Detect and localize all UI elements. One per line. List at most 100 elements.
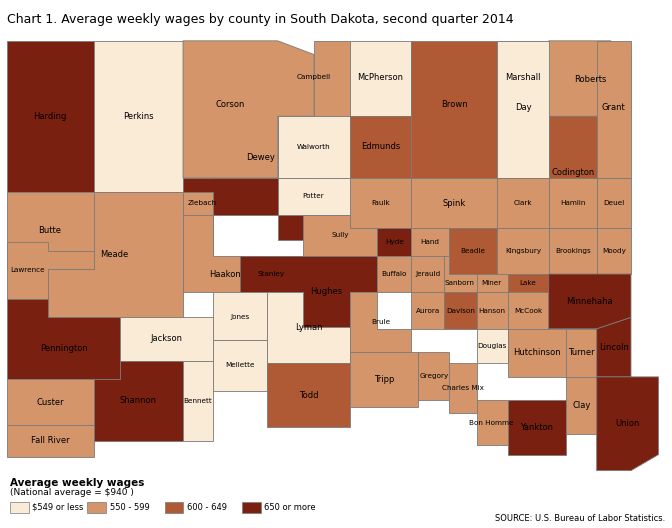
Text: Hand: Hand bbox=[421, 239, 439, 245]
Polygon shape bbox=[94, 361, 183, 441]
Text: Gregory: Gregory bbox=[419, 373, 449, 379]
Text: Lake: Lake bbox=[519, 280, 536, 286]
Text: 550 - 599: 550 - 599 bbox=[110, 503, 149, 512]
Polygon shape bbox=[183, 41, 314, 178]
Text: Lyman: Lyman bbox=[295, 323, 323, 332]
Polygon shape bbox=[94, 41, 183, 192]
Text: Codington: Codington bbox=[551, 167, 594, 176]
Text: Perkins: Perkins bbox=[123, 112, 154, 121]
Text: Shannon: Shannon bbox=[120, 396, 157, 405]
Polygon shape bbox=[7, 242, 94, 299]
Polygon shape bbox=[183, 116, 314, 256]
Polygon shape bbox=[449, 228, 497, 274]
Polygon shape bbox=[212, 341, 267, 391]
Text: Spink: Spink bbox=[442, 199, 466, 208]
Polygon shape bbox=[476, 293, 507, 329]
Text: Brookings: Brookings bbox=[555, 248, 591, 254]
Polygon shape bbox=[7, 41, 94, 192]
Polygon shape bbox=[303, 214, 377, 256]
Text: Lincoln: Lincoln bbox=[599, 343, 629, 352]
Polygon shape bbox=[548, 178, 597, 228]
Text: 650 or more: 650 or more bbox=[264, 503, 316, 512]
Text: Haakon: Haakon bbox=[209, 269, 241, 278]
Text: Jerauld: Jerauld bbox=[415, 271, 441, 277]
Polygon shape bbox=[267, 293, 349, 363]
Polygon shape bbox=[597, 41, 631, 178]
Text: Walworth: Walworth bbox=[296, 144, 330, 150]
Text: Kingsbury: Kingsbury bbox=[505, 248, 542, 254]
Polygon shape bbox=[476, 274, 507, 293]
Polygon shape bbox=[267, 363, 349, 427]
Polygon shape bbox=[548, 116, 597, 228]
Polygon shape bbox=[7, 192, 94, 269]
Text: Sanborn: Sanborn bbox=[445, 280, 474, 286]
Text: Bennett: Bennett bbox=[183, 398, 212, 404]
Text: Brule: Brule bbox=[371, 319, 390, 325]
Polygon shape bbox=[240, 256, 303, 293]
Polygon shape bbox=[507, 329, 566, 377]
Text: Todd: Todd bbox=[299, 391, 319, 400]
Text: Brown: Brown bbox=[441, 100, 467, 109]
Polygon shape bbox=[183, 214, 267, 293]
Polygon shape bbox=[497, 178, 548, 228]
Text: Davison: Davison bbox=[446, 308, 475, 314]
Polygon shape bbox=[476, 329, 507, 363]
Text: Yankton: Yankton bbox=[521, 423, 554, 432]
Text: Campbell: Campbell bbox=[297, 74, 331, 80]
Text: Clark: Clark bbox=[514, 200, 533, 206]
Polygon shape bbox=[212, 293, 267, 341]
Polygon shape bbox=[444, 293, 476, 329]
Text: Faulk: Faulk bbox=[371, 200, 390, 206]
Text: Stanley: Stanley bbox=[258, 271, 285, 277]
Text: Dewey: Dewey bbox=[246, 153, 275, 162]
Polygon shape bbox=[411, 228, 449, 256]
Polygon shape bbox=[566, 377, 597, 434]
Polygon shape bbox=[548, 228, 597, 274]
Polygon shape bbox=[548, 274, 631, 329]
Text: Harding: Harding bbox=[33, 112, 67, 121]
Text: $549 or less: $549 or less bbox=[32, 503, 83, 512]
Text: Charles Mix: Charles Mix bbox=[442, 385, 484, 391]
Text: Beadle: Beadle bbox=[461, 248, 486, 254]
Text: Union: Union bbox=[616, 419, 640, 428]
Polygon shape bbox=[240, 256, 377, 327]
Polygon shape bbox=[476, 400, 507, 446]
Polygon shape bbox=[7, 379, 94, 425]
Text: Fall River: Fall River bbox=[31, 437, 69, 446]
Text: Meade: Meade bbox=[100, 250, 128, 259]
Text: (National average = $940 ): (National average = $940 ) bbox=[10, 488, 134, 497]
Polygon shape bbox=[278, 116, 349, 178]
Text: Pennington: Pennington bbox=[40, 344, 87, 353]
Polygon shape bbox=[411, 293, 444, 329]
Polygon shape bbox=[183, 361, 212, 441]
Polygon shape bbox=[548, 41, 631, 116]
Text: Ziebach: Ziebach bbox=[187, 200, 217, 206]
Text: Miner: Miner bbox=[482, 280, 502, 286]
Polygon shape bbox=[278, 178, 349, 214]
Polygon shape bbox=[497, 228, 548, 274]
Text: 600 - 649: 600 - 649 bbox=[187, 503, 227, 512]
Polygon shape bbox=[507, 274, 548, 293]
Polygon shape bbox=[48, 192, 183, 317]
Text: McPherson: McPherson bbox=[358, 73, 404, 82]
Text: Douglas: Douglas bbox=[477, 343, 507, 349]
Polygon shape bbox=[411, 41, 497, 178]
Text: Hyde: Hyde bbox=[385, 239, 404, 245]
Polygon shape bbox=[597, 377, 659, 470]
Text: Corson: Corson bbox=[216, 100, 245, 109]
Text: Clay: Clay bbox=[573, 401, 591, 410]
Polygon shape bbox=[349, 178, 411, 228]
Text: SOURCE: U.S. Bureau of Labor Statistics.: SOURCE: U.S. Bureau of Labor Statistics. bbox=[495, 514, 665, 523]
Text: Hughes: Hughes bbox=[310, 287, 343, 296]
Polygon shape bbox=[120, 317, 212, 361]
Polygon shape bbox=[349, 352, 418, 407]
Polygon shape bbox=[349, 116, 411, 178]
Polygon shape bbox=[349, 41, 411, 116]
Polygon shape bbox=[597, 228, 631, 274]
Text: Marshall: Marshall bbox=[505, 73, 541, 82]
Polygon shape bbox=[7, 425, 94, 457]
Text: Hutchinson: Hutchinson bbox=[513, 348, 561, 357]
Text: Minnehaha: Minnehaha bbox=[566, 297, 613, 306]
Text: Buffalo: Buffalo bbox=[382, 271, 407, 277]
Polygon shape bbox=[183, 178, 278, 214]
